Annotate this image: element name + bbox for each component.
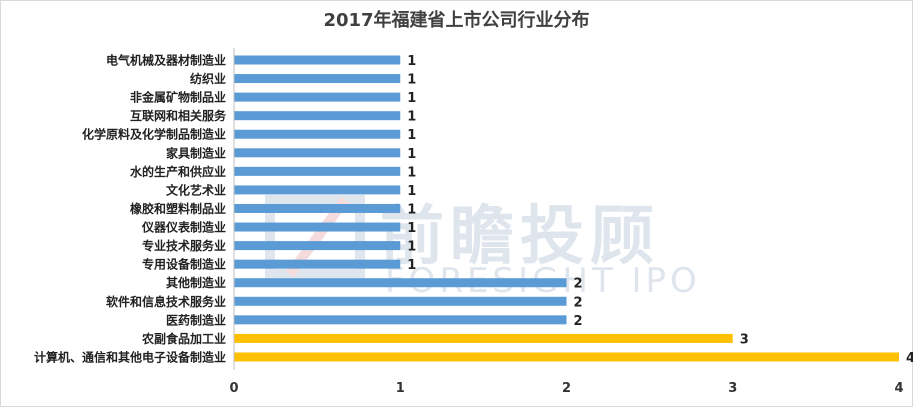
category-label: 橡胶和塑料制品业 [130, 201, 226, 216]
category-label: 计算机、通信和其他电子设备制造业 [34, 349, 226, 364]
category-label: 其他制造业 [166, 275, 226, 290]
bar [234, 296, 567, 306]
category-label: 专业技术服务业 [142, 238, 226, 253]
bar [234, 352, 899, 362]
category-label: 文化艺术业 [166, 182, 226, 197]
data-label: 1 [407, 91, 416, 106]
bar [234, 241, 401, 251]
bar [234, 185, 401, 195]
data-label: 2 [574, 277, 583, 292]
category-label: 非金属矿物制品业 [130, 90, 226, 105]
category-label: 互联网和相关服务 [130, 108, 227, 123]
x-tick-label: 3 [728, 381, 737, 396]
bar [234, 166, 401, 176]
x-tick-label: 4 [894, 381, 903, 396]
data-label: 4 [906, 351, 913, 366]
data-label: 1 [407, 128, 416, 143]
bar [234, 203, 401, 213]
bar [234, 55, 401, 65]
data-label: 1 [407, 54, 416, 69]
bar [234, 74, 401, 84]
bar [234, 129, 401, 139]
data-label: 2 [574, 314, 583, 329]
category-label: 家具制造业 [166, 145, 226, 160]
category-label: 电气机械及器材制造业 [106, 53, 226, 68]
bar [234, 259, 401, 269]
bar [234, 92, 401, 102]
bar [234, 222, 401, 232]
bar [234, 278, 567, 288]
data-label: 1 [407, 147, 416, 162]
bar [234, 315, 567, 325]
bar [234, 111, 401, 121]
data-label: 2 [574, 295, 583, 310]
data-label: 1 [407, 184, 416, 199]
category-label: 化学原料及化学制品制造业 [82, 127, 226, 142]
data-label: 1 [407, 258, 416, 273]
chart-title: 2017年福建省上市公司行业分布 [323, 10, 590, 31]
data-label: 1 [407, 110, 416, 125]
bar [234, 148, 401, 158]
watermark-text-cn: 前瞻投顾 [380, 200, 660, 274]
data-label: 1 [407, 73, 416, 88]
category-label: 专用设备制造业 [142, 257, 226, 272]
category-label: 软件和信息技术服务业 [106, 294, 226, 309]
x-tick-label: 2 [562, 381, 571, 396]
category-label: 纺织业 [190, 71, 226, 86]
category-label: 水的生产和供应业 [130, 164, 226, 179]
data-label: 1 [407, 221, 416, 236]
data-label: 1 [407, 240, 416, 255]
data-label: 3 [740, 332, 749, 347]
x-tick-label: 1 [396, 381, 405, 396]
category-label: 医药制造业 [166, 312, 226, 327]
data-label: 1 [407, 202, 416, 217]
bar [234, 333, 733, 343]
x-tick-label: 0 [229, 381, 238, 396]
data-label: 1 [407, 165, 416, 180]
category-label: 仪器仪表制造业 [141, 220, 226, 235]
category-label: 农副食品加工业 [141, 331, 226, 346]
